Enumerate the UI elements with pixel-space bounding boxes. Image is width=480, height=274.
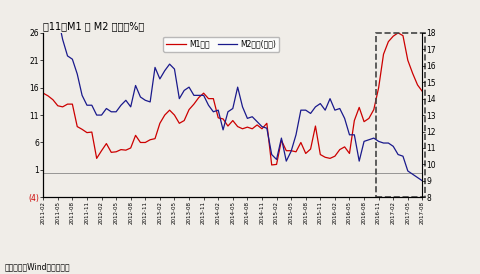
M1同比 <box>269 163 275 167</box>
M2同比(右轴) <box>317 102 323 105</box>
M2同比(右轴) <box>132 84 138 87</box>
M1同比 <box>322 156 328 159</box>
Legend: M1同比, M2同比(右轴): M1同比, M2同比(右轴) <box>163 37 279 52</box>
M2同比(右轴) <box>143 99 148 102</box>
M2同比(右轴) <box>420 179 425 182</box>
M1同比 <box>132 134 138 137</box>
M1同比 <box>395 31 401 35</box>
M1同比 <box>196 96 202 99</box>
M1同比 <box>420 90 425 93</box>
M2同比(右轴) <box>196 94 202 97</box>
M2同比(右轴) <box>259 125 265 128</box>
Line: M1同比: M1同比 <box>43 33 422 165</box>
Bar <box>376 33 425 197</box>
M1同比 <box>143 141 148 144</box>
M1同比 <box>259 127 265 130</box>
M1同比 <box>40 92 46 95</box>
Line: M2同比(右轴): M2同比(右轴) <box>43 0 422 181</box>
Text: 图11：M1 和 M2 同比（%）: 图11：M1 和 M2 同比（%） <box>43 21 144 31</box>
Text: 数据来源：Wind，安信证券: 数据来源：Wind，安信证券 <box>5 262 71 271</box>
M1同比 <box>191 102 197 106</box>
M2同比(右轴) <box>191 94 197 97</box>
